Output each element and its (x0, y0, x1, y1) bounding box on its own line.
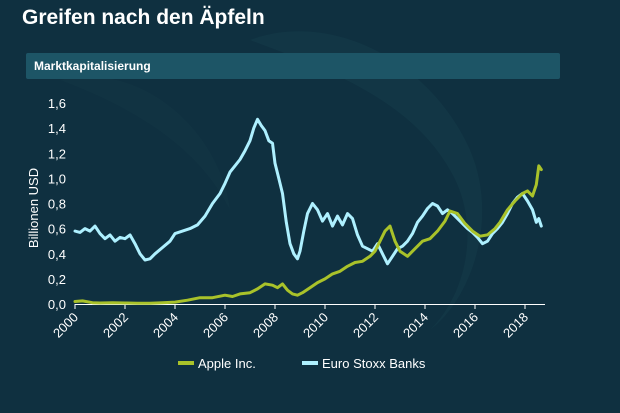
y-tick-label: 0,6 (48, 222, 66, 237)
x-tick-label: 2010 (300, 310, 331, 341)
x-tick-label: 2012 (350, 310, 381, 341)
page-title: Greifen nach den Äpfeln (22, 6, 265, 29)
legend-item-apple: Apple Inc. (178, 356, 256, 371)
x-tick-label: 2002 (100, 310, 131, 341)
y-tick-label: 1,0 (48, 171, 66, 186)
legend: Apple Inc. Euro Stoxx Banks (178, 356, 426, 371)
series-line-euro-stoxx-banks (73, 117, 543, 266)
y-tick-label: 1,6 (48, 96, 66, 111)
chart-subtitle: Marktkapitalisierung (34, 59, 151, 73)
legend-item-euro-stoxx-banks: Euro Stoxx Banks (302, 356, 426, 371)
plot-area (73, 117, 543, 305)
y-tick-label: 0,4 (48, 247, 66, 262)
y-tick-label: 0,2 (48, 272, 66, 287)
x-tick-label: 2006 (200, 310, 231, 341)
subtitle-bar: Marktkapitalisierung (26, 53, 560, 79)
x-tick-label: 2008 (250, 310, 281, 341)
x-tick-label: 2016 (450, 310, 481, 341)
x-tick-label: 2014 (400, 310, 431, 341)
y-tick-label: 0,0 (48, 297, 66, 312)
x-tick-label: 2004 (150, 310, 181, 341)
y-tick-label: 0,8 (48, 197, 66, 212)
y-axis-title: Billionen USD (26, 168, 41, 248)
x-tick-label: 2018 (500, 310, 531, 341)
legend-label: Apple Inc. (198, 356, 256, 371)
x-axis: 2000 2002 2004 2006 2008 2010 2012 2014 2016 2018 (50, 304, 545, 341)
series-line-apple (73, 164, 543, 305)
y-axis: 0,0 0,2 0,4 0,6 0,8 1,0 1,2 1,4 1,6 (48, 96, 66, 312)
x-tick-label: 2000 (50, 310, 81, 341)
legend-label: Euro Stoxx Banks (322, 356, 426, 371)
y-tick-label: 1,4 (48, 121, 66, 136)
y-tick-label: 1,2 (48, 146, 66, 161)
